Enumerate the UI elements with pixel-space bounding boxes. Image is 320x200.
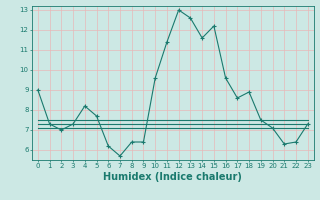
X-axis label: Humidex (Indice chaleur): Humidex (Indice chaleur) bbox=[103, 172, 242, 182]
